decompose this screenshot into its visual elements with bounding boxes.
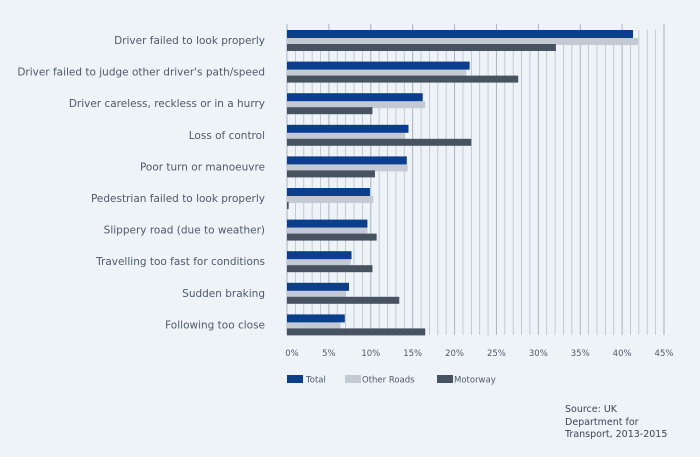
bar-total: [287, 61, 470, 70]
category-label: Loss of control: [189, 130, 265, 142]
x-tick-label: 15%: [403, 349, 422, 359]
bar-other-roads: [287, 69, 467, 77]
legend-label: Motorway: [454, 376, 496, 386]
source-line-3: Transport, 2013-2015: [565, 429, 668, 440]
bar-motorway: [287, 44, 556, 51]
legend-swatch: [345, 375, 361, 383]
category-label: Following too close: [165, 319, 265, 331]
bar-motorway: [287, 328, 426, 336]
source-line-1: Source: UK: [565, 404, 618, 415]
x-tick-label: 25%: [487, 349, 506, 359]
bar-total: [287, 219, 368, 228]
x-tick-label: 10%: [361, 349, 380, 359]
category-label: Driver careless, reckless or in a hurry: [69, 98, 265, 110]
bar-other-roads: [287, 164, 408, 172]
bar-other-roads: [287, 101, 426, 109]
bar-other-roads: [287, 290, 346, 298]
x-tick-label: 35%: [571, 349, 590, 359]
x-tick-label: 20%: [445, 349, 464, 359]
x-tick-label: 0%: [285, 349, 299, 359]
bar-motorway: [287, 296, 400, 304]
bar-total: [287, 93, 423, 102]
category-label: Driver failed to look properly: [114, 35, 265, 47]
bar-other-roads: [287, 196, 374, 203]
bar-other-roads: [287, 227, 368, 235]
category-label: Driver failed to judge other driver's pa…: [17, 67, 265, 79]
bar-other-roads: [287, 322, 341, 330]
x-tick-label: 40%: [613, 349, 632, 359]
category-label: Poor turn or manoeuvre: [140, 161, 265, 173]
legend-item: Motorway: [437, 375, 496, 386]
bar-total: [287, 156, 407, 165]
x-tick-label: 45%: [655, 349, 674, 359]
category-label: Sudden braking: [182, 288, 265, 300]
source-note: Source: UK Department for Transport, 201…: [565, 404, 695, 442]
legend-label: Other Roads: [362, 376, 415, 386]
bar-motorway: [287, 202, 289, 209]
x-tick-label: 5%: [322, 349, 336, 359]
bar-total: [287, 124, 409, 133]
bar-total: [287, 251, 352, 260]
bar-other-roads: [287, 132, 406, 140]
bar-motorway: [287, 107, 373, 115]
bar-total: [287, 30, 634, 38]
category-label: Slippery road (due to weather): [104, 225, 265, 237]
bar-total: [287, 314, 345, 323]
legend-item: Total: [287, 375, 326, 386]
bar-other-roads: [287, 38, 639, 45]
legend-label: Total: [305, 376, 326, 386]
legend-swatch: [437, 375, 453, 383]
source-line-2: Department for: [565, 416, 639, 428]
bar-motorway: [287, 170, 375, 178]
category-label: Pedestrian failed to look properly: [91, 193, 265, 205]
bar-other-roads: [287, 259, 351, 267]
bar-motorway: [287, 138, 472, 146]
legend-swatch: [287, 375, 303, 383]
bar-motorway: [287, 233, 377, 241]
x-tick-label: 30%: [529, 349, 548, 359]
bar-motorway: [287, 75, 519, 83]
legend-item: Other Roads: [345, 375, 415, 386]
bar-total: [287, 282, 349, 291]
bar-motorway: [287, 265, 373, 273]
bar-total: [287, 188, 370, 196]
category-label: Travelling too fast for conditions: [95, 256, 265, 268]
